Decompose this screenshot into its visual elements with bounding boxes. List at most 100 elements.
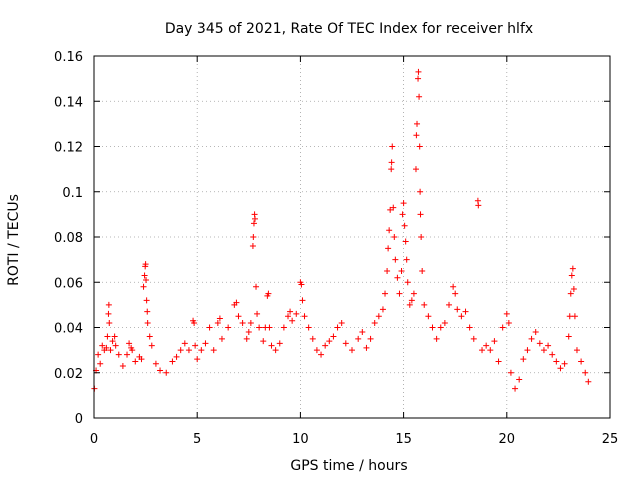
data-point <box>103 344 110 351</box>
data-point <box>545 342 552 349</box>
data-point <box>148 342 155 349</box>
y-tick-label: 0 <box>75 412 83 427</box>
data-point <box>499 324 506 331</box>
data-point <box>437 324 444 331</box>
data-point <box>338 319 345 326</box>
data-point <box>251 215 258 222</box>
data-point <box>210 347 217 354</box>
data-point <box>289 317 296 324</box>
y-tick-label: 0.16 <box>54 50 83 65</box>
data-point <box>181 340 188 347</box>
data-point <box>394 274 401 281</box>
data-point <box>389 143 396 150</box>
x-tick-label: 25 <box>602 432 619 447</box>
data-point <box>415 68 422 75</box>
data-point <box>216 315 223 322</box>
y-tick-label: 0.02 <box>54 367 83 382</box>
data-point <box>403 256 410 263</box>
data-point <box>375 313 382 320</box>
data-point <box>571 313 578 320</box>
data-point <box>388 166 395 173</box>
data-point <box>458 313 465 320</box>
data-point <box>107 347 114 354</box>
data-point <box>250 220 257 227</box>
data-point <box>322 342 329 349</box>
data-point <box>144 308 151 315</box>
y-tick-label: 0.1 <box>62 186 83 201</box>
data-point <box>568 272 575 279</box>
data-point <box>140 283 147 290</box>
x-tick-label: 0 <box>90 432 98 447</box>
data-point <box>301 313 308 320</box>
y-tick-label: 0.06 <box>54 276 83 291</box>
data-point <box>106 319 113 326</box>
data-point <box>385 245 392 252</box>
x-tick-label: 20 <box>499 432 516 447</box>
x-tick-label: 15 <box>395 432 412 447</box>
data-point <box>417 188 424 195</box>
data-point <box>475 202 482 209</box>
data-point <box>402 238 409 245</box>
data-point <box>194 356 201 363</box>
data-point <box>446 301 453 308</box>
data-point <box>536 340 543 347</box>
data-point <box>487 347 494 354</box>
data-point <box>163 369 170 376</box>
data-point <box>239 319 246 326</box>
data-point <box>109 338 116 345</box>
data-point <box>342 340 349 347</box>
data-point <box>191 319 198 326</box>
data-point <box>520 356 527 363</box>
data-point <box>495 358 502 365</box>
data-point <box>138 356 145 363</box>
data-point <box>265 290 272 297</box>
x-tick-label: 5 <box>193 432 201 447</box>
data-point <box>272 347 279 354</box>
data-point <box>359 329 366 336</box>
data-point <box>429 324 436 331</box>
data-point <box>256 324 263 331</box>
data-point <box>235 313 242 320</box>
data-point <box>415 75 422 82</box>
data-point <box>532 329 539 336</box>
y-tick-label: 0.04 <box>54 322 83 337</box>
data-point <box>406 301 413 308</box>
axis-ticks: 0 0.02 0.04 0.06 0.08 0.1 0.12 0.14 0.16 0 5 10 15 20… <box>54 50 618 447</box>
data-point <box>414 120 421 127</box>
data-point <box>206 324 213 331</box>
data-point <box>363 344 370 351</box>
data-point <box>243 335 250 342</box>
data-point <box>416 143 423 150</box>
data-point <box>198 347 205 354</box>
data-point <box>250 234 257 240</box>
data-point <box>268 342 275 349</box>
data-point <box>202 340 209 347</box>
data-point <box>146 333 153 340</box>
data-point <box>387 206 394 213</box>
data-point <box>115 351 122 358</box>
data-point <box>557 365 564 372</box>
data-point <box>105 301 112 308</box>
data-point <box>384 267 391 274</box>
data-point <box>276 340 283 347</box>
data-point <box>249 243 256 250</box>
data-point <box>421 301 428 308</box>
grid-lines <box>94 56 610 418</box>
data-point <box>565 333 572 340</box>
data-point <box>483 342 490 349</box>
data-point <box>305 324 312 331</box>
data-point <box>313 347 320 354</box>
data-point <box>225 324 232 331</box>
data-point <box>479 347 486 354</box>
data-point <box>119 362 126 369</box>
data-point <box>293 310 300 317</box>
data-point <box>367 335 374 342</box>
data-point <box>99 342 106 349</box>
data-point <box>512 385 519 392</box>
data-point <box>433 335 440 342</box>
x-axis-label: GPS time / hours <box>290 458 407 474</box>
data-point <box>567 290 574 297</box>
data-point <box>386 227 393 234</box>
y-tick-label: 0.12 <box>54 141 83 156</box>
